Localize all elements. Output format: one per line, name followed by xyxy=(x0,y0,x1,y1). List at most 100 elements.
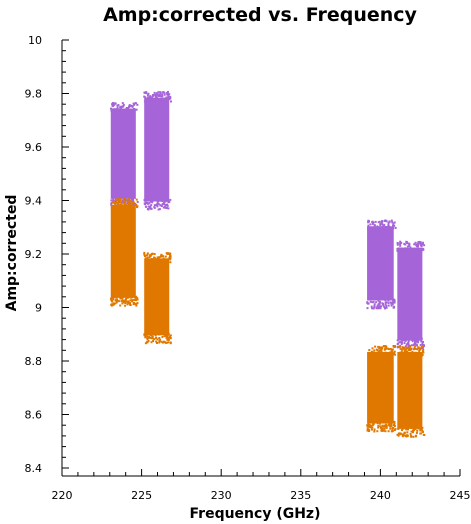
data-point xyxy=(149,254,152,257)
data-point xyxy=(381,425,384,428)
data-point xyxy=(121,296,124,299)
data-point xyxy=(146,208,149,210)
data-point xyxy=(414,241,417,244)
data-point xyxy=(146,94,149,97)
data-point xyxy=(370,350,373,353)
data-point xyxy=(125,108,128,111)
data-point xyxy=(405,347,408,350)
data-point xyxy=(375,227,378,230)
data-point xyxy=(419,353,422,356)
data-point xyxy=(377,345,380,348)
data-point xyxy=(398,247,401,250)
data-point xyxy=(153,204,156,207)
y-tick-label: 8.4 xyxy=(25,462,43,475)
data-point xyxy=(407,344,410,346)
data-point xyxy=(422,348,425,351)
data-point xyxy=(377,228,380,231)
data-point xyxy=(150,259,153,262)
data-point xyxy=(161,91,164,94)
data-point xyxy=(122,301,125,304)
data-point xyxy=(133,296,136,299)
data-point xyxy=(150,253,153,256)
data-point xyxy=(130,202,133,205)
data-point xyxy=(413,248,416,251)
data-point xyxy=(383,348,386,351)
y-tick-label: 9 xyxy=(35,302,42,315)
data-point xyxy=(422,341,424,343)
data-point xyxy=(118,196,121,199)
data-point xyxy=(405,343,408,346)
data-point xyxy=(380,346,383,349)
data-point xyxy=(167,201,170,204)
data-point xyxy=(396,247,399,250)
data-point xyxy=(122,103,125,106)
data-point xyxy=(420,248,423,251)
data-point xyxy=(165,252,168,255)
data-point xyxy=(397,342,400,345)
data-point xyxy=(146,261,149,264)
data-point xyxy=(147,96,150,99)
data-point xyxy=(407,349,410,351)
data-point xyxy=(114,299,117,302)
data-point xyxy=(154,334,157,337)
data-point xyxy=(410,426,413,428)
data-point xyxy=(167,95,170,98)
data-point xyxy=(169,198,172,201)
data-point xyxy=(368,352,371,355)
data-point xyxy=(163,199,166,202)
data-point xyxy=(378,298,381,301)
data-point xyxy=(164,100,167,102)
data-point xyxy=(157,95,160,98)
data-point xyxy=(367,425,369,428)
data-point xyxy=(132,102,135,105)
data-point xyxy=(419,426,422,429)
data-point xyxy=(113,111,116,114)
data-point xyxy=(397,354,400,357)
data-point xyxy=(392,420,395,423)
data-point xyxy=(379,223,382,225)
data-point xyxy=(113,109,116,112)
data-point xyxy=(124,295,127,298)
data-point xyxy=(419,427,422,430)
data-point xyxy=(414,351,417,354)
data-point xyxy=(413,338,416,341)
data-point xyxy=(144,333,147,335)
data-point xyxy=(162,255,165,258)
data-point xyxy=(161,335,164,338)
data-point xyxy=(163,203,166,206)
data-point xyxy=(399,347,402,350)
data-point xyxy=(380,221,383,224)
data-point xyxy=(144,334,147,337)
data-point xyxy=(122,109,124,112)
data-point xyxy=(115,200,118,203)
data-point xyxy=(409,353,412,356)
data-point xyxy=(110,110,113,112)
data-point xyxy=(166,199,168,202)
data-point xyxy=(402,346,405,349)
data-point xyxy=(130,207,133,210)
data-point xyxy=(393,422,396,425)
data-point xyxy=(119,203,122,206)
data-point xyxy=(367,423,370,426)
data-point xyxy=(413,343,416,345)
data-point xyxy=(116,203,119,206)
data-point xyxy=(383,227,385,230)
data-point xyxy=(146,202,149,205)
data-point xyxy=(404,345,407,348)
data-point xyxy=(376,349,379,352)
data-point xyxy=(146,335,149,338)
data-point xyxy=(381,346,384,349)
data-point xyxy=(399,243,402,246)
data-point xyxy=(387,304,390,307)
data-point xyxy=(382,429,385,432)
data-point xyxy=(398,346,401,349)
data-point xyxy=(391,227,394,229)
data-point xyxy=(423,244,426,247)
data-point xyxy=(421,431,424,434)
data-point xyxy=(145,205,148,208)
data-point xyxy=(385,425,388,428)
data-point xyxy=(381,223,384,226)
data-point xyxy=(368,298,370,301)
data-point xyxy=(147,92,150,95)
data-point xyxy=(388,220,391,223)
